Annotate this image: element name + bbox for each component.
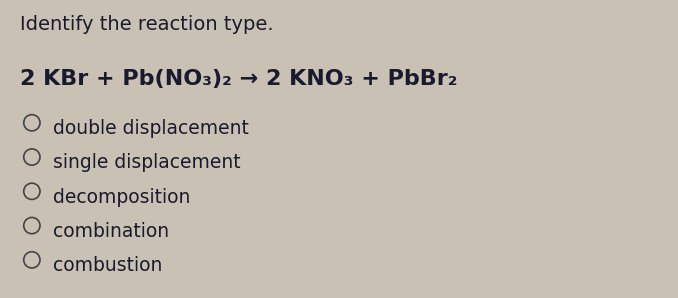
Text: combination: combination [53, 222, 169, 241]
Text: 2 KBr + Pb(NO₃)₂ → 2 KNO₃ + PbBr₂: 2 KBr + Pb(NO₃)₂ → 2 KNO₃ + PbBr₂ [20, 69, 458, 89]
Text: combustion: combustion [53, 256, 162, 275]
Text: double displacement: double displacement [53, 119, 249, 138]
Text: decomposition: decomposition [53, 188, 191, 207]
Text: Identify the reaction type.: Identify the reaction type. [20, 15, 274, 34]
Text: single displacement: single displacement [53, 153, 241, 173]
